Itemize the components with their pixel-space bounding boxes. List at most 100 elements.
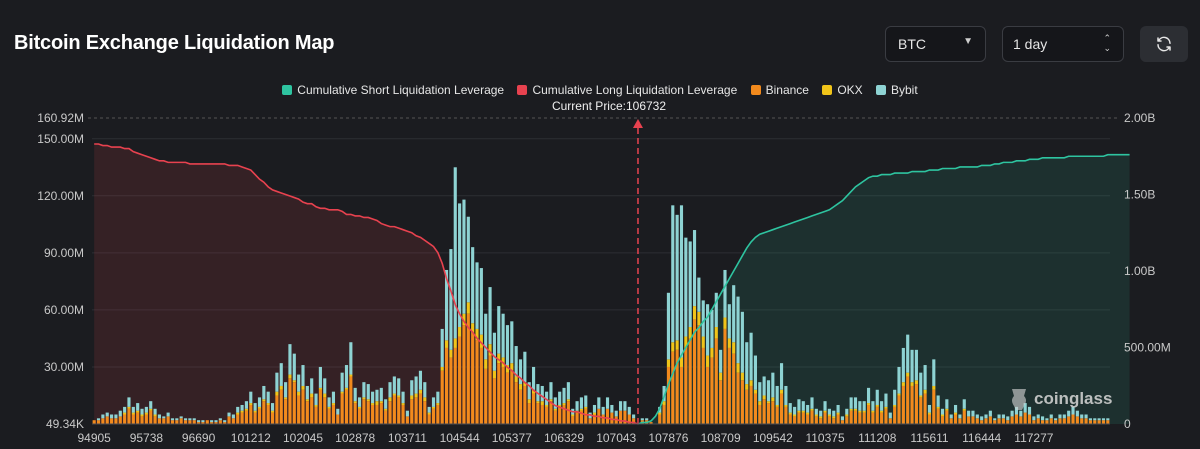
bar-okx	[288, 374, 292, 379]
bar-binance	[440, 370, 444, 424]
y-right-tick-label: 500.00M	[1124, 341, 1171, 355]
bar-binance	[1097, 420, 1101, 424]
x-tick-label: 115611	[910, 431, 949, 445]
bar-okx	[492, 370, 496, 379]
bar-bybit	[849, 397, 853, 409]
bar-binance	[310, 397, 314, 424]
bar-okx	[136, 410, 140, 413]
bar-bybit	[1062, 414, 1066, 419]
bar-bybit	[410, 380, 414, 396]
bar-binance	[514, 382, 518, 424]
bar-binance	[736, 372, 740, 424]
bar-okx	[762, 395, 766, 400]
bar-bybit	[771, 372, 775, 398]
bar-bybit	[96, 418, 101, 421]
legend-item-long[interactable]: Cumulative Long Liquidation Leverage	[517, 83, 737, 97]
bar-binance	[379, 403, 383, 424]
bar-bybit	[384, 399, 388, 409]
legend-swatch	[876, 85, 886, 95]
bar-binance	[1071, 414, 1075, 424]
bar-okx	[401, 403, 405, 405]
bar-okx	[797, 410, 801, 413]
bar-bybit	[118, 410, 122, 417]
bar-binance	[292, 382, 296, 424]
bar-bybit	[288, 344, 292, 375]
bar-okx	[144, 412, 148, 415]
bar-binance	[301, 389, 305, 424]
legend-item-bybit[interactable]: Bybit	[876, 83, 918, 97]
bar-bybit	[136, 403, 140, 411]
bar-bybit	[840, 416, 845, 421]
x-tick-label: 116444	[962, 431, 1001, 445]
coin-select[interactable]: BTC ▼	[885, 26, 986, 62]
bar-binance	[719, 380, 723, 424]
bar-bybit	[701, 300, 705, 337]
bar-bybit	[149, 401, 153, 409]
bar-binance	[562, 404, 566, 424]
bar-binance	[784, 406, 788, 424]
bar-okx	[910, 382, 914, 386]
bar-binance	[532, 393, 536, 424]
bar-bybit	[953, 404, 958, 413]
bar-bybit	[249, 391, 253, 404]
bar-bybit	[1032, 416, 1036, 421]
bar-okx	[440, 366, 444, 371]
bar-okx	[249, 403, 253, 405]
bar-okx	[257, 406, 262, 409]
bar-okx	[736, 363, 740, 373]
y-left-tick-label: 150.00M	[37, 132, 84, 146]
bar-binance	[1027, 414, 1032, 424]
bar-okx	[897, 393, 901, 396]
bar-okx	[527, 399, 531, 404]
bar-bybit	[793, 406, 797, 415]
bar-binance	[906, 376, 910, 424]
bar-binance	[353, 403, 357, 424]
bar-bybit	[244, 401, 248, 409]
bar-binance	[175, 420, 179, 424]
bar-bybit	[692, 230, 697, 307]
bar-binance	[819, 418, 823, 424]
legend-label: Cumulative Short Liquidation Leverage	[297, 83, 505, 97]
bar-okx	[671, 342, 675, 352]
bar-bybit	[919, 372, 923, 396]
coin-select-value: BTC	[898, 36, 926, 52]
bar-bybit	[749, 332, 753, 381]
bar-okx	[127, 406, 131, 409]
bar-bybit	[623, 401, 627, 411]
bar-binance	[840, 420, 845, 424]
bar-binance	[471, 332, 475, 424]
x-tick-label: 94905	[77, 431, 111, 445]
bar-bybit	[257, 397, 262, 407]
y-left-tick-label: 160.92M	[37, 111, 84, 125]
bar-bybit	[262, 385, 266, 400]
bar-bybit	[688, 241, 692, 328]
legend-item-binance[interactable]: Binance	[750, 83, 809, 97]
bar-binance	[553, 410, 557, 424]
bar-bybit	[344, 365, 349, 388]
bar-bybit	[397, 378, 401, 396]
bar-bybit	[893, 389, 897, 405]
legend-item-okx[interactable]: OKX	[822, 83, 863, 97]
range-select[interactable]: 1 day ⌃ ⌄	[1002, 26, 1124, 62]
bar-bybit	[714, 292, 718, 328]
bar-binance	[940, 416, 945, 424]
bar-binance	[270, 412, 275, 424]
bar-bybit	[1027, 406, 1032, 415]
bar-binance	[779, 393, 784, 424]
bar-binance	[679, 366, 684, 424]
bar-okx	[719, 372, 723, 381]
bar-bybit	[836, 404, 840, 413]
bar-bybit	[175, 418, 179, 421]
legend-item-short[interactable]: Cumulative Short Liquidation Leverage	[282, 83, 504, 97]
bar-bybit	[318, 366, 322, 388]
bar-binance	[418, 393, 423, 424]
bar-binance	[1023, 412, 1027, 424]
bar-bybit	[101, 414, 105, 419]
current-price-arrow-icon	[632, 119, 643, 128]
refresh-button[interactable]	[1140, 26, 1188, 62]
bar-binance	[866, 404, 871, 424]
bar-okx	[788, 412, 792, 415]
bar-binance	[236, 414, 240, 424]
bar-binance	[932, 389, 936, 424]
bar-binance	[253, 412, 257, 424]
